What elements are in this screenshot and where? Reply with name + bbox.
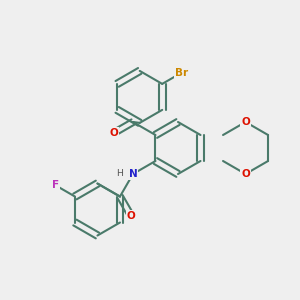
Text: H: H	[116, 169, 123, 178]
Text: O: O	[110, 128, 118, 138]
Text: N: N	[129, 169, 137, 179]
Text: O: O	[127, 211, 135, 221]
Text: O: O	[241, 117, 250, 127]
Text: Br: Br	[175, 68, 188, 78]
Text: F: F	[52, 181, 59, 190]
Text: O: O	[241, 169, 250, 179]
